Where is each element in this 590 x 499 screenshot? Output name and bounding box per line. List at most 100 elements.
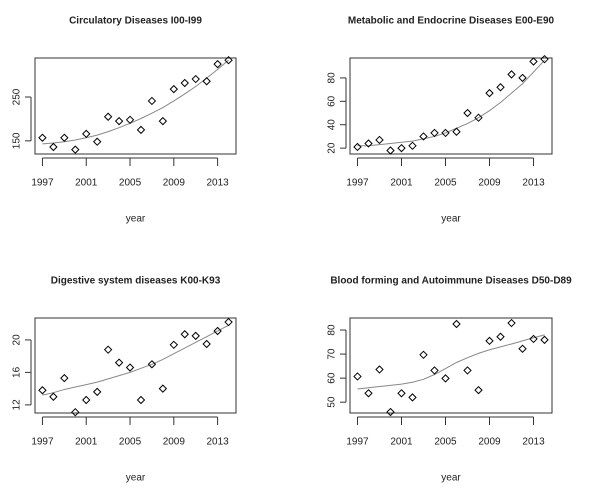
y-tick-label: 20	[12, 334, 23, 346]
data-point	[125, 115, 135, 125]
data-point	[180, 78, 189, 88]
data-point	[408, 393, 417, 402]
data-point	[397, 389, 406, 398]
data-point	[408, 141, 417, 151]
data-point	[213, 326, 222, 336]
data-point	[518, 344, 527, 353]
x-tick-label: 2013	[206, 437, 229, 448]
x-tick-label: 2005	[119, 178, 142, 189]
data-point	[430, 128, 439, 138]
x-tick-label: 2001	[75, 437, 98, 448]
data-point	[191, 331, 200, 341]
data-point	[540, 335, 549, 345]
y-tick-label: 60	[327, 372, 338, 384]
data-point	[103, 345, 113, 354]
data-point	[364, 139, 373, 148]
data-point	[60, 373, 69, 383]
data-point	[430, 366, 439, 375]
data-point	[60, 133, 69, 142]
data-point	[114, 116, 124, 126]
x-tick-label: 2009	[163, 178, 186, 189]
x-tick-label: 2009	[163, 437, 186, 448]
chart-title: Circulatory Diseases I00-I99	[69, 16, 202, 27]
x-axis-label: year	[441, 473, 461, 484]
data-point	[71, 145, 80, 154]
data-point	[136, 125, 146, 135]
data-point	[441, 374, 450, 383]
x-axis-label: year	[126, 214, 146, 225]
data-point	[180, 330, 189, 339]
plot-frame	[34, 317, 237, 414]
x-tick-label: 1997	[31, 178, 54, 189]
data-point	[353, 372, 362, 381]
trend-line	[357, 59, 545, 147]
data-point	[540, 54, 549, 64]
y-tick-label: 60	[327, 95, 338, 107]
x-tick-label: 2009	[478, 437, 501, 448]
data-point	[353, 142, 362, 152]
data-point	[485, 336, 494, 346]
x-tick-label: 1997	[346, 437, 369, 448]
data-point	[224, 317, 233, 327]
data-point	[202, 77, 211, 86]
x-tick-label: 2009	[478, 178, 501, 189]
trend-line	[42, 59, 229, 145]
data-point	[82, 129, 91, 139]
data-point	[419, 350, 428, 360]
data-point	[364, 389, 373, 398]
plot-frame	[349, 317, 553, 414]
data-point	[441, 128, 450, 138]
data-point	[397, 143, 406, 153]
x-axis-label: year	[126, 473, 146, 484]
y-tick-label: 40	[327, 119, 338, 131]
data-point	[496, 332, 505, 341]
y-tick-label: 80	[327, 324, 338, 336]
data-point	[191, 74, 200, 84]
data-point	[518, 73, 527, 83]
y-tick-label: 20	[327, 142, 338, 154]
data-point	[147, 360, 157, 369]
data-point	[92, 137, 102, 146]
data-point	[474, 113, 483, 122]
data-point	[529, 57, 538, 66]
y-tick-label: 150	[12, 132, 23, 149]
data-point	[202, 339, 211, 349]
x-axis-label: year	[441, 214, 461, 225]
trend-line	[357, 334, 545, 390]
data-point	[452, 127, 461, 136]
x-tick-label: 1997	[31, 437, 54, 448]
x-tick-label: 2001	[390, 437, 413, 448]
x-tick-label: 2005	[434, 437, 457, 448]
data-point	[507, 318, 516, 328]
y-tick-label: 16	[12, 366, 23, 378]
y-tick-label: 80	[327, 72, 338, 84]
x-tick-label: 2005	[119, 437, 142, 448]
data-point	[158, 116, 168, 126]
data-point	[224, 55, 233, 65]
data-point	[375, 365, 384, 374]
data-point	[125, 363, 135, 372]
data-point	[169, 340, 179, 350]
data-point	[213, 59, 222, 69]
data-point	[386, 407, 395, 417]
x-tick-label: 2001	[390, 178, 413, 189]
data-point	[103, 112, 113, 121]
data-point	[71, 407, 80, 417]
y-tick-label: 250	[12, 88, 23, 105]
y-tick-label: 50	[327, 396, 338, 408]
data-point	[419, 132, 428, 141]
x-tick-label: 2013	[522, 178, 545, 189]
y-tick-label: 70	[327, 348, 338, 360]
chart-title: Digestive system diseases K00-K93	[51, 276, 221, 287]
y-tick-label: 12	[12, 399, 23, 411]
data-point	[474, 385, 483, 395]
x-tick-label: 2005	[434, 178, 457, 189]
data-point	[169, 84, 179, 94]
data-point	[375, 135, 384, 145]
x-tick-label: 2001	[75, 178, 98, 189]
plot-frame	[349, 57, 553, 155]
x-tick-label: 2013	[206, 178, 229, 189]
data-point	[386, 146, 395, 155]
data-point	[82, 395, 91, 405]
